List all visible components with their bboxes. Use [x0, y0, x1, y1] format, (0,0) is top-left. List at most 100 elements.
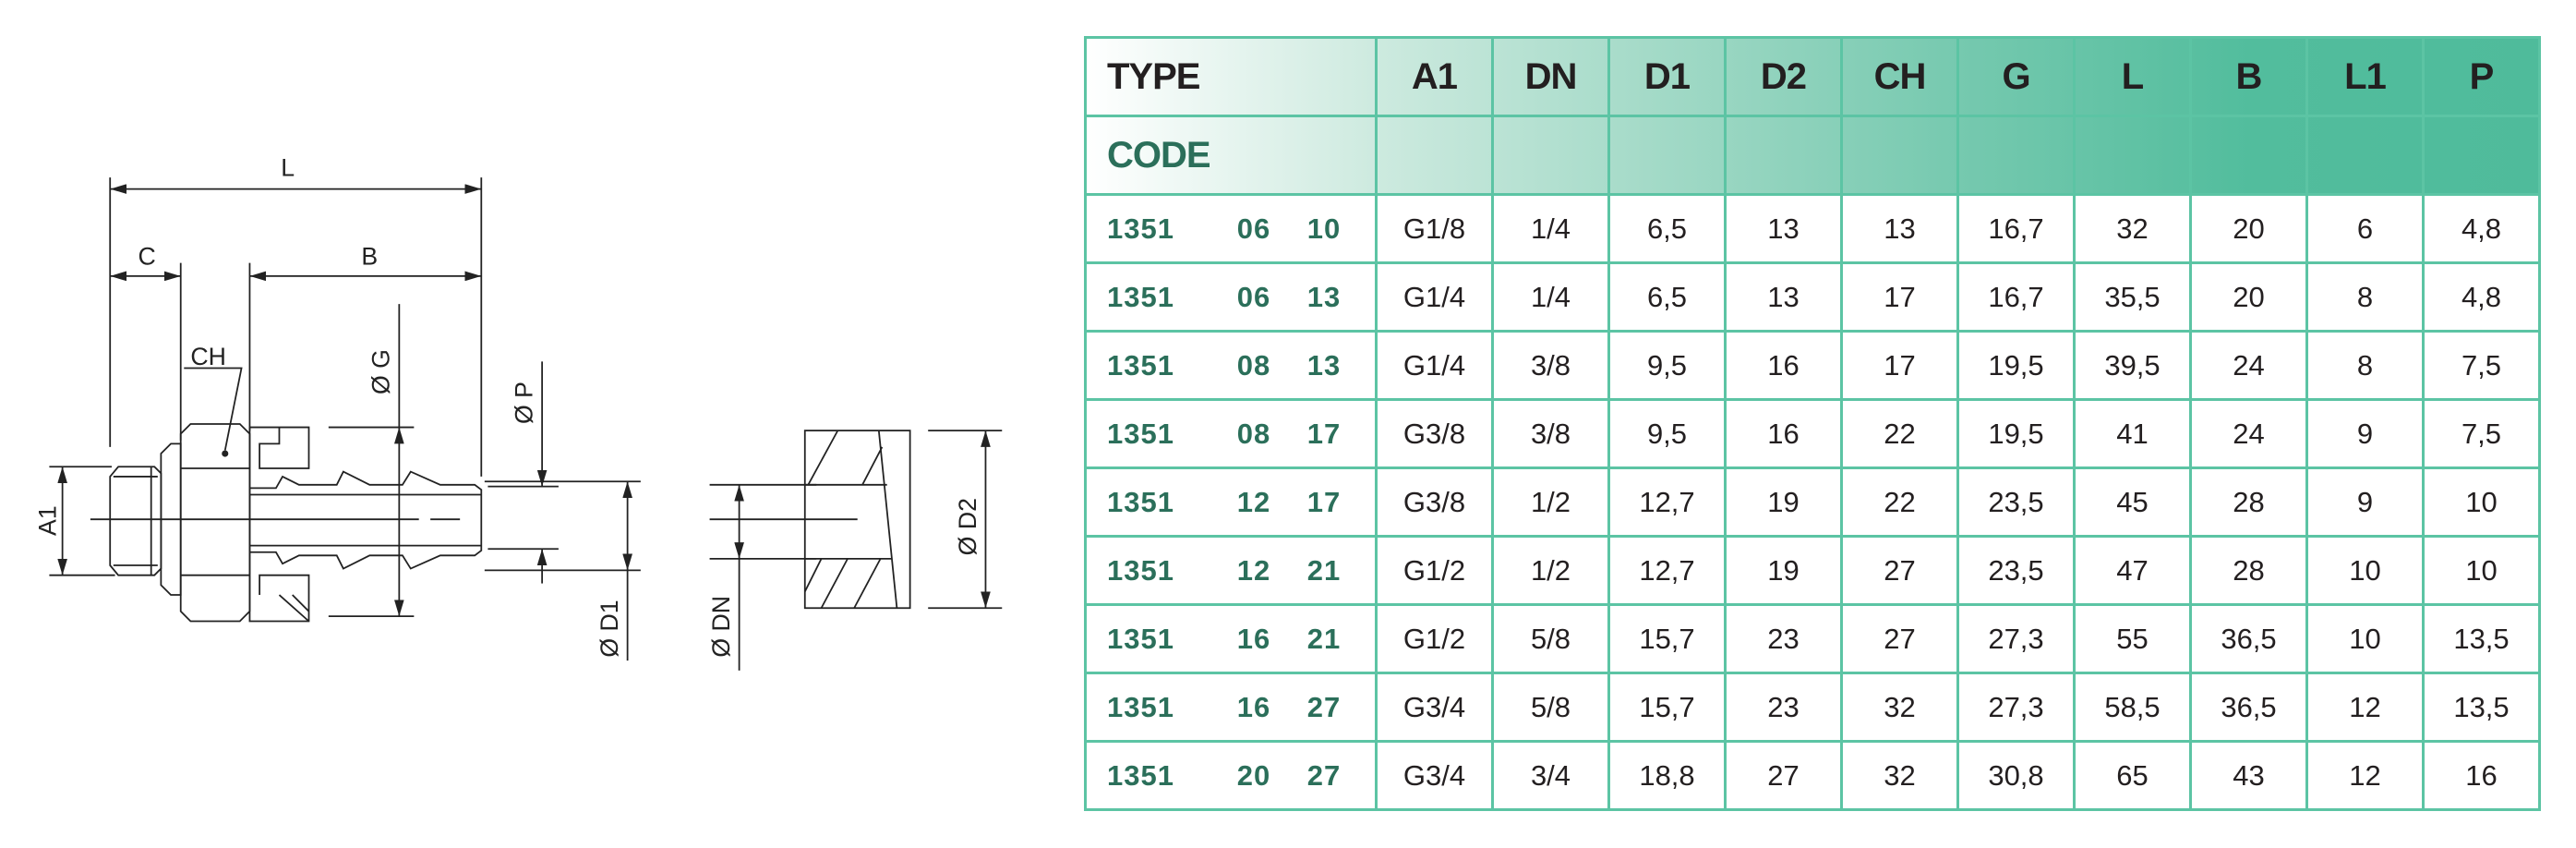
label-d1: Ø D1 — [596, 600, 623, 657]
value-cell-l1: 10 — [2305, 535, 2425, 606]
value-cell-g: 19,5 — [1956, 330, 2076, 401]
column-header-l1: L1 — [2305, 36, 2425, 117]
value-cell-a1: G3/8 — [1375, 398, 1494, 469]
value-cell-g: 16,7 — [1956, 261, 2076, 333]
value-cell-a1: G3/8 — [1375, 466, 1494, 538]
value-cell-l: 55 — [2073, 603, 2192, 674]
code-cell: 1351 12 17 — [1084, 466, 1378, 538]
empty-cell — [1491, 115, 1610, 196]
value-cell-l1: 12 — [2305, 672, 2425, 743]
value-cell-g: 27,3 — [1956, 603, 2076, 674]
column-header-p: P — [2422, 36, 2541, 117]
label-b: B — [361, 242, 378, 270]
value-cell-dn: 5/8 — [1491, 603, 1610, 674]
label-l: L — [281, 153, 295, 181]
code-part: 17 — [1306, 485, 1342, 518]
value-cell-dn: 3/4 — [1491, 740, 1610, 811]
value-cell-d1: 15,7 — [1607, 603, 1727, 674]
value-cell-b: 28 — [2189, 466, 2308, 538]
code-part: 1351 — [1107, 553, 1174, 587]
value-cell-d1: 12,7 — [1607, 466, 1727, 538]
code-part: 21 — [1306, 622, 1342, 655]
value-cell-ch: 17 — [1840, 261, 1959, 333]
value-cell-d2: 16 — [1724, 398, 1843, 469]
value-cell-g: 23,5 — [1956, 466, 2076, 538]
value-cell-p: 16 — [2422, 740, 2541, 811]
label-c: C — [138, 242, 155, 270]
code-cell: 1351 06 13 — [1084, 261, 1378, 333]
column-header-ch: CH — [1840, 36, 1959, 117]
value-cell-ch: 22 — [1840, 466, 1959, 538]
value-cell-d2: 23 — [1724, 603, 1843, 674]
empty-cell — [1956, 115, 2076, 196]
empty-cell — [2422, 115, 2541, 196]
value-cell-ch: 17 — [1840, 330, 1959, 401]
label-dn: Ø DN — [707, 596, 735, 658]
value-cell-l: 35,5 — [2073, 261, 2192, 333]
value-cell-l: 45 — [2073, 466, 2192, 538]
code-part: 1351 — [1107, 690, 1174, 723]
value-cell-g: 23,5 — [1956, 535, 2076, 606]
table-row: 1351 06 10 G1/8 1/4 6,5 13 13 16,7 32 20 6 4,8 — [1084, 193, 2541, 264]
code-part: 08 — [1236, 348, 1271, 382]
code-cell: 1351 06 10 — [1084, 193, 1378, 264]
code-part: 20 — [1236, 758, 1271, 792]
value-cell-d2: 27 — [1724, 740, 1843, 811]
value-cell-l: 47 — [2073, 535, 2192, 606]
code-part: 12 — [1236, 553, 1271, 587]
value-cell-d2: 19 — [1724, 535, 1843, 606]
value-cell-d1: 9,5 — [1607, 398, 1727, 469]
value-cell-a1: G1/2 — [1375, 535, 1494, 606]
value-cell-ch: 22 — [1840, 398, 1959, 469]
value-cell-dn: 1/2 — [1491, 535, 1610, 606]
empty-cell — [1375, 115, 1494, 196]
value-cell-p: 13,5 — [2422, 672, 2541, 743]
value-cell-l1: 6 — [2305, 193, 2425, 264]
code-cell: 1351 16 21 — [1084, 603, 1378, 674]
value-cell-dn: 1/2 — [1491, 466, 1610, 538]
value-cell-d2: 23 — [1724, 672, 1843, 743]
table-row: 1351 12 17 G3/8 1/2 12,7 19 22 23,5 45 28 9 10 — [1084, 466, 2541, 538]
code-cell: 1351 08 17 — [1084, 398, 1378, 469]
value-cell-a1: G3/4 — [1375, 672, 1494, 743]
value-cell-ch: 27 — [1840, 603, 1959, 674]
code-label: CODE — [1084, 115, 1378, 196]
code-part: 16 — [1236, 622, 1271, 655]
code-part: 21 — [1306, 553, 1342, 587]
code-cell: 1351 20 27 — [1084, 740, 1378, 811]
value-cell-g: 27,3 — [1956, 672, 2076, 743]
value-cell-p: 7,5 — [2422, 330, 2541, 401]
value-cell-b: 36,5 — [2189, 672, 2308, 743]
value-cell-l: 65 — [2073, 740, 2192, 811]
value-cell-d1: 6,5 — [1607, 261, 1727, 333]
value-cell-p: 10 — [2422, 535, 2541, 606]
value-cell-a1: G1/4 — [1375, 261, 1494, 333]
value-cell-b: 24 — [2189, 398, 2308, 469]
column-header-d2: D2 — [1724, 36, 1843, 117]
code-part: 13 — [1306, 280, 1342, 313]
table-row: 1351 16 21 G1/2 5/8 15,7 23 27 27,3 55 36,5 10 13,5 — [1084, 603, 2541, 674]
seal-section — [803, 430, 911, 610]
value-cell-a1: G1/8 — [1375, 193, 1494, 264]
value-cell-dn: 1/4 — [1491, 193, 1610, 264]
value-cell-b: 43 — [2189, 740, 2308, 811]
technical-drawing: L C B CH A1 Ø G Ø P Ø D1 Ø DN Ø D2 — [34, 153, 1003, 671]
value-cell-a1: G3/4 — [1375, 740, 1494, 811]
value-cell-ch: 13 — [1840, 193, 1959, 264]
column-header-type: TYPE — [1084, 36, 1378, 117]
value-cell-l: 41 — [2073, 398, 2192, 469]
code-part: 1351 — [1107, 622, 1174, 655]
code-cell: 1351 12 21 — [1084, 535, 1378, 606]
value-cell-l1: 8 — [2305, 330, 2425, 401]
code-part: 08 — [1236, 417, 1271, 450]
code-part: 06 — [1236, 280, 1271, 313]
code-part: 1351 — [1107, 212, 1174, 245]
code-part: 16 — [1236, 690, 1271, 723]
value-cell-a1: G1/4 — [1375, 330, 1494, 401]
column-header-b: B — [2189, 36, 2308, 117]
column-header-d1: D1 — [1607, 36, 1727, 117]
code-part: 06 — [1236, 212, 1271, 245]
value-cell-l1: 10 — [2305, 603, 2425, 674]
value-cell-d2: 13 — [1724, 261, 1843, 333]
code-part: 1351 — [1107, 485, 1174, 518]
